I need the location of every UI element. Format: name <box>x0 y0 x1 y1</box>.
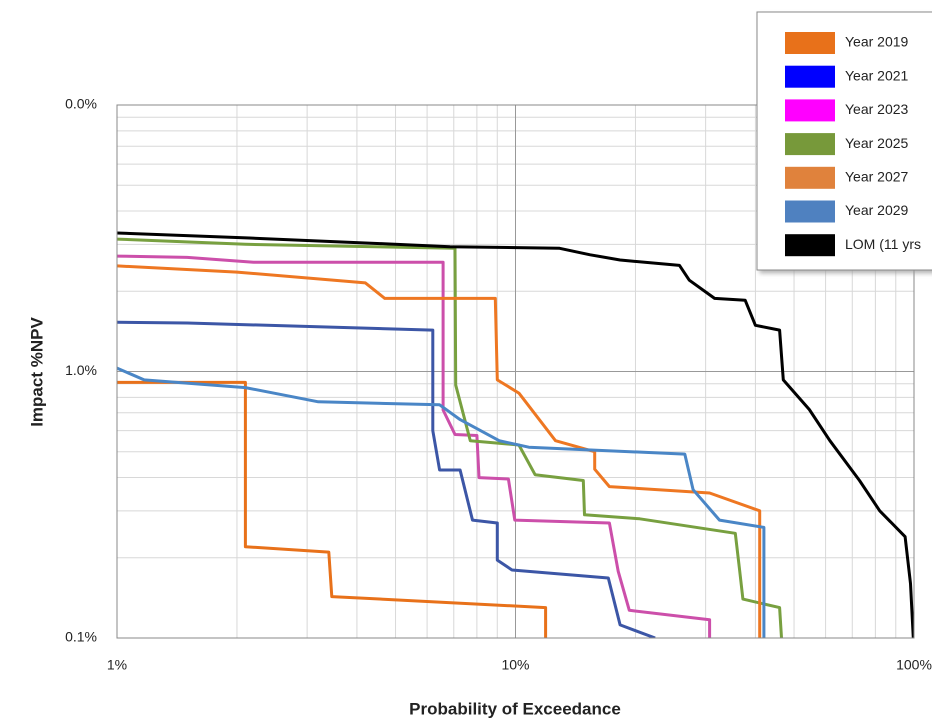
legend: Year 2019 Year 2021 Year 2023 Year 2025 Year… <box>756 11 932 271</box>
legend-swatch <box>785 133 835 156</box>
legend-label: Year 2023 <box>845 101 909 117</box>
series-line <box>117 366 766 638</box>
legend-swatch <box>785 99 835 122</box>
legend-swatch <box>785 32 835 54</box>
lines <box>117 231 914 638</box>
plot-frame <box>116 104 915 639</box>
x-tick-label: 10% <box>501 657 529 673</box>
series-line <box>117 231 914 638</box>
legend-label: Year 2019 <box>845 34 909 50</box>
legend-label: Year 2027 <box>845 169 909 185</box>
y-axis-title: Impact %NPV <box>27 317 46 427</box>
x-axis-title: Probability of Exceedance <box>409 699 621 718</box>
legend-label: LOM (11 yrs <box>845 236 921 252</box>
series-line <box>117 264 762 638</box>
legend-swatch <box>785 200 835 223</box>
legend-label: Year 2029 <box>845 202 909 218</box>
legend-swatch <box>785 65 835 88</box>
legend-label: Year 2025 <box>845 135 909 151</box>
legend-label: Year 2021 <box>845 67 909 83</box>
y-tick-label: 0.1% <box>65 629 97 645</box>
x-tick-label: 1% <box>107 657 127 673</box>
legend-swatch <box>785 234 835 257</box>
x-tick-label: 100% <box>896 657 932 673</box>
series-line <box>117 380 548 638</box>
series-line <box>117 320 656 638</box>
series-line <box>117 237 783 638</box>
series-line <box>117 254 712 638</box>
y-tick-label: 1.0% <box>65 362 97 378</box>
legend-swatch <box>785 166 835 189</box>
y-tick-label: 0.0% <box>65 96 97 112</box>
